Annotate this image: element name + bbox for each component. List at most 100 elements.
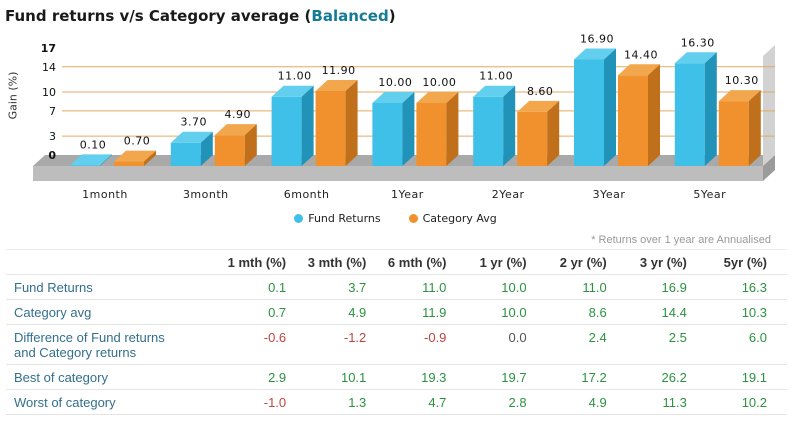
- value-cell: 0.7: [226, 299, 307, 325]
- bar-value-label: 10.00: [422, 76, 456, 89]
- bar-front-s0-c6: [674, 63, 705, 167]
- table-row-1: Category avg 0.7 4.9 11.9 10.0 8.6 14.4 10.3: [6, 299, 787, 325]
- bar-side-s1-c4: [547, 100, 560, 166]
- x-category-label: 6month: [284, 188, 330, 201]
- row-label: Category avg: [6, 299, 226, 325]
- value-cell: 10.3: [706, 299, 787, 325]
- row-label: Difference of Fund returns and Category …: [6, 324, 226, 365]
- col-header-blank: [6, 249, 226, 275]
- row-label: Fund Returns: [6, 274, 226, 300]
- bar-value-label: 3.70: [181, 116, 208, 129]
- bar-value-label: 10.00: [378, 76, 412, 89]
- returns-table: 1 mth (%) 3 mth (%) 6 mth (%) 1 yr (%) 2 yr …: [6, 249, 787, 415]
- bar-side-s0-c0: [100, 154, 112, 166]
- col-header-4: 2 yr (%): [546, 249, 627, 275]
- value-cell: 11.3: [626, 389, 707, 415]
- bar-front-s0-c2: [271, 96, 302, 166]
- value-cell: 2.8: [466, 389, 547, 415]
- value-cell: 2.5: [626, 324, 707, 365]
- value-cell: 14.4: [626, 299, 707, 325]
- bar-top-s1-c2: [315, 80, 358, 92]
- value-cell: 4.9: [546, 389, 627, 415]
- y-tick-label: 10: [42, 86, 56, 99]
- x-category-label: 3Year: [593, 188, 626, 201]
- value-cell: 11.0: [546, 274, 627, 300]
- bar-top-s1-c4: [517, 100, 560, 112]
- bar-top-s0-c6: [674, 52, 717, 64]
- bar-value-label: 0.70: [124, 135, 151, 148]
- value-cell: 10.1: [306, 364, 387, 390]
- table-header-row: 1 mth (%) 3 mth (%) 6 mth (%) 1 yr (%) 2 yr …: [6, 249, 787, 275]
- value-cell: 10.0: [466, 274, 547, 300]
- bar-side-s1-c2: [345, 80, 358, 166]
- bar-front-s0-c1: [170, 142, 201, 166]
- value-cell: 19.1: [706, 364, 787, 390]
- value-cell: 0.1: [226, 274, 307, 300]
- legend-item-category-avg: Category Avg: [408, 211, 497, 225]
- value-cell: 0.0: [466, 324, 547, 365]
- bar-top-s0-c4: [473, 85, 516, 97]
- chart-right-wall: [763, 45, 775, 166]
- value-cell: 11.0: [386, 274, 467, 300]
- bar-front-s1-c3: [416, 103, 447, 166]
- category-avg-legend-dot-icon: [408, 213, 418, 223]
- col-header-3: 1 yr (%): [466, 249, 547, 275]
- value-cell: 10.0: [466, 299, 547, 325]
- bar-side-s1-c5: [648, 64, 660, 166]
- fund-returns-legend-dot-icon: [294, 213, 304, 223]
- bar-chart: Gain (%) 0 3 7 10 14 17 1month 0.10 0.70 3month 3.…: [0, 27, 791, 207]
- legend-item-fund-returns: Fund Returns: [294, 212, 381, 225]
- col-header-2: 6 mth (%): [386, 249, 467, 275]
- x-category-label: 5Year: [693, 188, 726, 201]
- bar-side-s0-c6: [704, 52, 717, 166]
- bar-side-s1-c3: [446, 92, 459, 166]
- table-row-4: Worst of category -1.0 1.3 4.7 2.8 4.9 11.3 10.…: [6, 389, 787, 415]
- bar-top-s0-c3: [372, 92, 415, 103]
- x-category-label: 2Year: [492, 188, 525, 201]
- bar-top-s1-c0: [114, 150, 156, 162]
- x-category-label: 1Year: [391, 188, 424, 201]
- bar-front-s1-c5: [618, 75, 648, 166]
- bar-front-s0-c0: [70, 165, 100, 166]
- bar-front-s0-c4: [473, 96, 504, 166]
- x-category-label: 1month: [82, 188, 128, 201]
- col-header-1: 3 mth (%): [306, 249, 387, 275]
- value-cell: 1.3: [306, 389, 387, 415]
- chart-floor-side: [763, 155, 775, 181]
- bar-top-s0-c1: [170, 131, 213, 143]
- value-cell: 6.0: [706, 324, 787, 365]
- legend-label-category-avg: Category Avg: [422, 211, 497, 225]
- bar-top-s1-c5: [618, 64, 660, 76]
- value-cell: 16.9: [626, 274, 707, 300]
- col-header-5: 3 yr (%): [626, 249, 707, 275]
- y-tick-label: 7: [49, 105, 56, 118]
- bar-chart-canvas: 0 3 7 10 14 17 1month 0.10 0.70 3month 3.70 4.90 6mo…: [0, 27, 791, 212]
- value-cell: -0.9: [386, 324, 467, 365]
- title-category: Balanced: [311, 7, 389, 25]
- y-tick-label: 14: [42, 61, 56, 74]
- table-row-2: Difference of Fund returns and Category …: [6, 324, 787, 365]
- page-title: Fund returns v/s Category average (Balan…: [0, 0, 791, 27]
- bar-side-s1-c1: [244, 124, 257, 166]
- bar-value-label: 8.60: [527, 85, 554, 98]
- value-cell: 4.9: [306, 299, 387, 325]
- annualised-note: * Returns over 1 year are Annualised: [591, 234, 771, 246]
- value-cell: 16.3: [706, 274, 787, 300]
- bar-top-s1-c1: [214, 124, 257, 136]
- bar-top-s1-c6: [718, 90, 761, 102]
- y-tick-label: 0: [48, 149, 56, 162]
- bar-side-s1-c0: [144, 150, 156, 166]
- bar-value-label: 11.00: [479, 70, 513, 83]
- y-tick-label: 3: [49, 130, 56, 143]
- y-axis-title: Gain (%): [6, 71, 20, 120]
- title-paren-open: (: [304, 7, 312, 25]
- value-cell: -1.0: [226, 389, 307, 415]
- row-label: Best of category: [6, 364, 226, 390]
- chart-legend: Fund Returns Category Avg: [0, 209, 791, 227]
- bar-side-s0-c1: [200, 131, 213, 166]
- value-cell: 19.7: [466, 364, 547, 390]
- bar-value-label: 16.30: [681, 36, 715, 49]
- title-text: Fund returns v/s Category average: [5, 7, 300, 25]
- bar-top-s0-c2: [271, 85, 314, 97]
- value-cell: 3.7: [306, 274, 387, 300]
